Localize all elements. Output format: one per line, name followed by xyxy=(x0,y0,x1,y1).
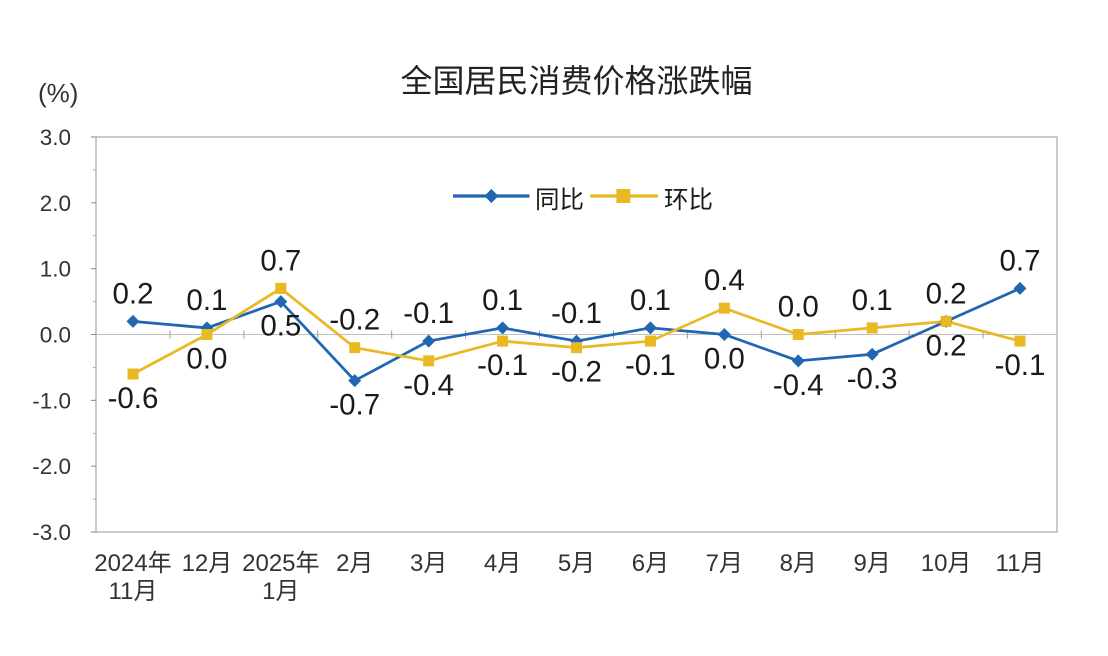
svg-text:0.4: 0.4 xyxy=(704,264,745,297)
svg-text:-1.0: -1.0 xyxy=(32,388,71,413)
svg-text:-0.4: -0.4 xyxy=(773,369,824,402)
svg-text:-0.1: -0.1 xyxy=(995,349,1046,382)
svg-text:-0.2: -0.2 xyxy=(551,356,602,389)
svg-text:-0.2: -0.2 xyxy=(329,304,380,337)
svg-text:0.0: 0.0 xyxy=(40,323,71,348)
svg-text:11月: 11月 xyxy=(109,578,158,605)
svg-text:7月: 7月 xyxy=(706,550,743,577)
svg-text:3月: 3月 xyxy=(410,550,447,577)
svg-text:-0.4: -0.4 xyxy=(403,369,454,402)
svg-text:-0.1: -0.1 xyxy=(551,297,602,330)
svg-text:-3.0: -3.0 xyxy=(32,520,71,545)
svg-text:0.1: 0.1 xyxy=(852,284,893,317)
svg-text:0.1: 0.1 xyxy=(186,284,227,317)
svg-text:0.2: 0.2 xyxy=(926,277,967,310)
svg-text:6月: 6月 xyxy=(632,550,669,577)
svg-text:-0.1: -0.1 xyxy=(477,349,528,382)
svg-text:0.0: 0.0 xyxy=(704,343,745,376)
svg-text:0.2: 0.2 xyxy=(112,277,153,310)
svg-text:-2.0: -2.0 xyxy=(32,454,71,479)
svg-text:1.0: 1.0 xyxy=(40,257,71,282)
svg-text:1月: 1月 xyxy=(262,578,299,605)
svg-text:0.1: 0.1 xyxy=(630,284,671,317)
svg-text:0.7: 0.7 xyxy=(999,244,1040,277)
svg-text:8月: 8月 xyxy=(780,550,817,577)
svg-text:2.0: 2.0 xyxy=(40,191,71,216)
svg-text:-0.1: -0.1 xyxy=(625,349,676,382)
svg-text:0.2: 0.2 xyxy=(926,329,967,362)
svg-text:11月: 11月 xyxy=(996,550,1045,577)
svg-text:5月: 5月 xyxy=(558,550,595,577)
svg-text:0.1: 0.1 xyxy=(482,284,523,317)
svg-text:0.7: 0.7 xyxy=(260,244,301,277)
svg-text:0.0: 0.0 xyxy=(778,291,819,324)
svg-text:4月: 4月 xyxy=(484,550,521,577)
svg-text:-0.3: -0.3 xyxy=(847,362,898,395)
svg-text:-0.6: -0.6 xyxy=(108,382,159,415)
svg-text:2月: 2月 xyxy=(336,550,373,577)
svg-text:-0.7: -0.7 xyxy=(329,389,380,422)
svg-text:10月: 10月 xyxy=(921,550,972,577)
svg-text:2024年: 2024年 xyxy=(94,550,171,577)
svg-text:12月: 12月 xyxy=(182,550,233,577)
svg-text:0.5: 0.5 xyxy=(260,310,301,343)
svg-text:9月: 9月 xyxy=(853,550,890,577)
svg-text:2025年: 2025年 xyxy=(242,550,319,577)
svg-text:3.0: 3.0 xyxy=(40,125,71,150)
svg-text:0.0: 0.0 xyxy=(186,343,227,376)
svg-text:-0.1: -0.1 xyxy=(403,297,454,330)
